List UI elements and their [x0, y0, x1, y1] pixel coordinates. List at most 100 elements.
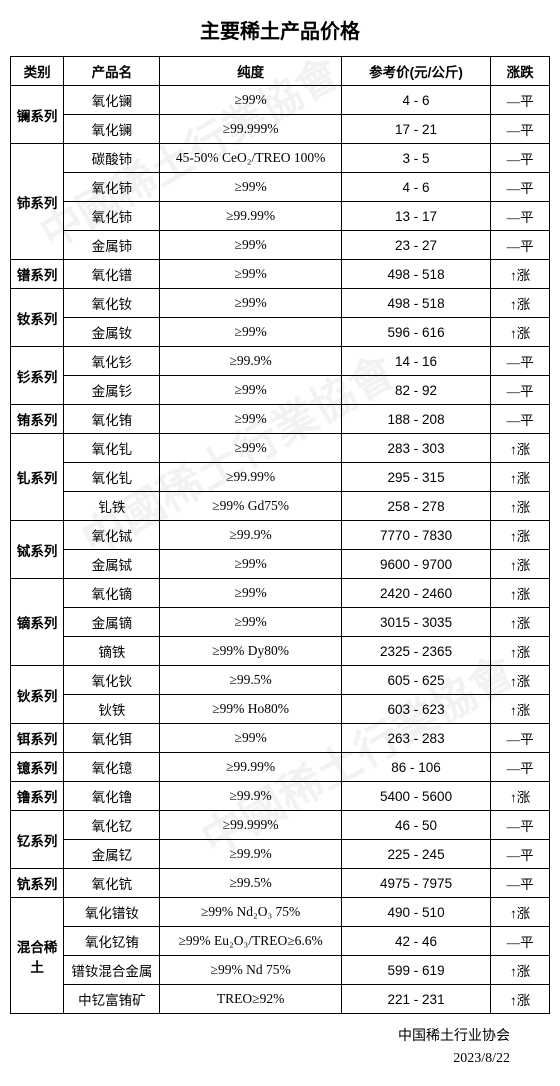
- cell-category: 镱系列: [11, 753, 64, 782]
- cell-product: 氧化钕: [64, 289, 160, 318]
- cell-category: 铕系列: [11, 405, 64, 434]
- table-row: 钪系列氧化钪≥99.5%4975 - 7975—平: [11, 869, 550, 898]
- table-row: 金属钐≥99%82 - 92—平: [11, 376, 550, 405]
- table-row: 铕系列氧化铕≥99%188 - 208—平: [11, 405, 550, 434]
- cell-purity: ≥99%: [160, 289, 341, 318]
- cell-category: 钬系列: [11, 666, 64, 724]
- cell-product: 镨钕混合金属: [64, 956, 160, 985]
- cell-price: 498 - 518: [341, 289, 490, 318]
- cell-price: 46 - 50: [341, 811, 490, 840]
- cell-category: 混合稀土: [11, 898, 64, 1014]
- cell-purity: ≥99.5%: [160, 666, 341, 695]
- cell-product: 金属钇: [64, 840, 160, 869]
- cell-product: 钬铁: [64, 695, 160, 724]
- cell-trend: ↑涨: [491, 608, 550, 637]
- cell-trend: —平: [491, 869, 550, 898]
- cell-trend: —平: [491, 173, 550, 202]
- table-row: 氧化铈≥99%4 - 6—平: [11, 173, 550, 202]
- cell-purity: ≥99.999%: [160, 115, 341, 144]
- cell-product: 金属铽: [64, 550, 160, 579]
- cell-price: 3015 - 3035: [341, 608, 490, 637]
- cell-product: 氧化镧: [64, 115, 160, 144]
- cell-price: 23 - 27: [341, 231, 490, 260]
- cell-product: 氧化钬: [64, 666, 160, 695]
- cell-price: 295 - 315: [341, 463, 490, 492]
- table-row: 氧化镧≥99.999%17 - 21—平: [11, 115, 550, 144]
- price-table: 类别 产品名 纯度 参考价(元/公斤) 涨跌 镧系列氧化镧≥99%4 - 6—平…: [10, 56, 550, 1014]
- cell-purity: ≥99%: [160, 608, 341, 637]
- cell-product: 氧化钆: [64, 434, 160, 463]
- cell-purity: ≥99.5%: [160, 869, 341, 898]
- cell-trend: —平: [491, 347, 550, 376]
- cell-product: 钆铁: [64, 492, 160, 521]
- cell-price: 42 - 46: [341, 927, 490, 956]
- cell-trend: ↑涨: [491, 318, 550, 347]
- cell-price: 4 - 6: [341, 86, 490, 115]
- cell-price: 225 - 245: [341, 840, 490, 869]
- cell-product: 金属铈: [64, 231, 160, 260]
- table-row: 镝系列氧化镝≥99%2420 - 2460↑涨: [11, 579, 550, 608]
- cell-product: 氧化铒: [64, 724, 160, 753]
- cell-price: 490 - 510: [341, 898, 490, 927]
- col-product: 产品名: [64, 57, 160, 86]
- table-row: 钇系列氧化钇≥99.999%46 - 50—平: [11, 811, 550, 840]
- cell-category: 镥系列: [11, 782, 64, 811]
- cell-product: 镝铁: [64, 637, 160, 666]
- cell-product: 金属钕: [64, 318, 160, 347]
- col-purity: 纯度: [160, 57, 341, 86]
- cell-purity: ≥99%: [160, 376, 341, 405]
- table-row: 镨钕混合金属≥99% Nd 75%599 - 619↑涨: [11, 956, 550, 985]
- cell-price: 4 - 6: [341, 173, 490, 202]
- cell-product: 金属镝: [64, 608, 160, 637]
- table-row: 铈系列碳酸铈45-50% CeO₂/TREO 100%3 - 5—平: [11, 144, 550, 173]
- cell-purity: ≥99%: [160, 550, 341, 579]
- cell-purity: ≥99% Gd75%: [160, 492, 341, 521]
- cell-purity: ≥99%: [160, 260, 341, 289]
- cell-price: 3 - 5: [341, 144, 490, 173]
- footer: 中国稀土行业协会 2023/8/22: [10, 1026, 550, 1071]
- cell-product: 氧化镝: [64, 579, 160, 608]
- table-row: 镱系列氧化镱≥99.99%86 - 106—平: [11, 753, 550, 782]
- cell-price: 5400 - 5600: [341, 782, 490, 811]
- table-row: 金属铽≥99%9600 - 9700↑涨: [11, 550, 550, 579]
- cell-trend: —平: [491, 405, 550, 434]
- table-row: 镝铁≥99% Dy80%2325 - 2365↑涨: [11, 637, 550, 666]
- cell-product: 氧化镧: [64, 86, 160, 115]
- cell-purity: ≥99% Eu₂O₃/TREO≥6.6%: [160, 927, 341, 956]
- cell-purity: ≥99.9%: [160, 521, 341, 550]
- cell-trend: —平: [491, 86, 550, 115]
- table-row: 金属镝≥99%3015 - 3035↑涨: [11, 608, 550, 637]
- cell-trend: ↑涨: [491, 985, 550, 1014]
- table-row: 金属钇≥99.9%225 - 245—平: [11, 840, 550, 869]
- cell-product: 氧化钆: [64, 463, 160, 492]
- cell-trend: —平: [491, 724, 550, 753]
- cell-trend: ↑涨: [491, 695, 550, 724]
- cell-price: 258 - 278: [341, 492, 490, 521]
- cell-product: 氧化钇: [64, 811, 160, 840]
- cell-product: 氧化铕: [64, 405, 160, 434]
- cell-trend: ↑涨: [491, 463, 550, 492]
- page-title: 主要稀土产品价格: [10, 15, 550, 44]
- cell-trend: ↑涨: [491, 260, 550, 289]
- cell-purity: 45-50% CeO₂/TREO 100%: [160, 144, 341, 173]
- cell-product: 氧化钐: [64, 347, 160, 376]
- table-row: 氧化铈≥99.99%13 - 17—平: [11, 202, 550, 231]
- cell-trend: ↑涨: [491, 782, 550, 811]
- cell-purity: ≥99% Ho80%: [160, 695, 341, 724]
- cell-trend: —平: [491, 753, 550, 782]
- table-row: 镥系列氧化镥≥99.9%5400 - 5600↑涨: [11, 782, 550, 811]
- table-row: 钆系列氧化钆≥99%283 - 303↑涨: [11, 434, 550, 463]
- cell-category: 钆系列: [11, 434, 64, 521]
- cell-price: 221 - 231: [341, 985, 490, 1014]
- table-row: 镧系列氧化镧≥99%4 - 6—平: [11, 86, 550, 115]
- cell-category: 铈系列: [11, 144, 64, 260]
- cell-product: 氧化铈: [64, 173, 160, 202]
- cell-category: 钇系列: [11, 811, 64, 869]
- table-row: 金属钕≥99%596 - 616↑涨: [11, 318, 550, 347]
- table-row: 钬铁≥99% Ho80%603 - 623↑涨: [11, 695, 550, 724]
- cell-trend: ↑涨: [491, 434, 550, 463]
- cell-purity: ≥99%: [160, 231, 341, 260]
- cell-price: 14 - 16: [341, 347, 490, 376]
- cell-purity: ≥99%: [160, 173, 341, 202]
- cell-category: 钪系列: [11, 869, 64, 898]
